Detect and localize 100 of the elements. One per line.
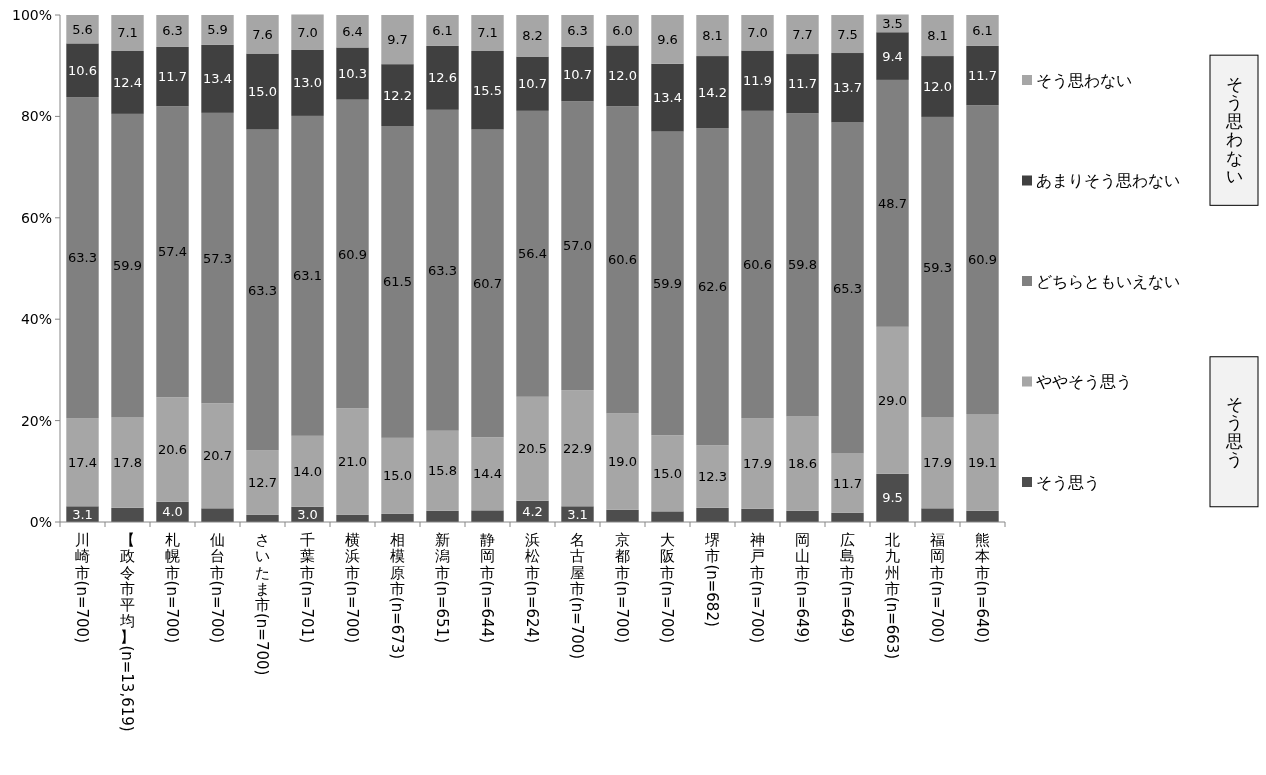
bar bbox=[426, 510, 459, 522]
data-label: 57.4 bbox=[158, 244, 187, 260]
x-tick-label: 新潟市(n=651) bbox=[432, 531, 451, 643]
data-label: 17.9 bbox=[743, 455, 772, 471]
x-tick-label: 相模原市(n=673) bbox=[387, 531, 406, 660]
bar bbox=[156, 397, 189, 502]
data-label: 10.3 bbox=[338, 66, 367, 82]
data-label: 7.1 bbox=[477, 25, 498, 41]
bar bbox=[336, 99, 369, 409]
data-label: 60.7 bbox=[473, 275, 502, 291]
data-label: 5.6 bbox=[72, 21, 93, 37]
data-label: 7.5 bbox=[837, 26, 858, 42]
bar bbox=[876, 473, 909, 522]
legend-label: そう思わない bbox=[1036, 70, 1132, 90]
bar bbox=[156, 46, 189, 107]
data-label: 22.9 bbox=[563, 440, 592, 456]
bar bbox=[381, 64, 414, 127]
bar bbox=[201, 15, 234, 45]
data-label: 9.4 bbox=[882, 48, 903, 64]
data-label: 5.9 bbox=[207, 22, 228, 38]
data-label: 9.6 bbox=[657, 31, 678, 47]
x-tick-label: 福岡市(n=700) bbox=[927, 531, 946, 643]
data-label: 60.6 bbox=[743, 256, 772, 272]
bar bbox=[246, 15, 279, 54]
data-label: 4.0 bbox=[162, 504, 183, 520]
x-tick-label: 川崎市(n=700) bbox=[72, 531, 91, 643]
legend-label: そう思う bbox=[1036, 472, 1100, 492]
x-tick-label: 熊本市(n=640) bbox=[972, 531, 991, 643]
bar bbox=[651, 511, 684, 522]
data-label: 59.9 bbox=[653, 275, 682, 291]
bar bbox=[741, 418, 774, 509]
bar bbox=[876, 32, 909, 80]
data-label: 20.5 bbox=[518, 441, 547, 457]
data-label: 11.7 bbox=[158, 69, 187, 85]
legend-label: ややそう思う bbox=[1036, 372, 1132, 391]
bar bbox=[336, 408, 369, 515]
bar bbox=[831, 15, 864, 54]
data-label: 12.4 bbox=[113, 74, 142, 90]
data-label: 3.1 bbox=[72, 506, 93, 522]
data-label: 7.0 bbox=[297, 24, 318, 40]
bar bbox=[471, 15, 504, 51]
bar bbox=[786, 113, 819, 417]
bar bbox=[786, 510, 819, 522]
data-label: 19.0 bbox=[608, 454, 637, 470]
data-label: 63.3 bbox=[248, 282, 277, 298]
bar bbox=[111, 51, 144, 114]
bar bbox=[156, 15, 189, 47]
bar bbox=[426, 15, 459, 46]
y-tick-label: 100% bbox=[11, 7, 52, 23]
x-tick-label: 広島市(n=649) bbox=[837, 531, 856, 643]
data-label: 62.6 bbox=[698, 279, 727, 295]
x-tick-label: 大阪市(n=700) bbox=[657, 531, 676, 643]
data-label: 8.1 bbox=[927, 28, 948, 44]
bar bbox=[561, 15, 594, 47]
bar bbox=[696, 445, 729, 508]
data-label: 13.4 bbox=[203, 71, 232, 87]
x-tick-label: 横浜市(n=700) bbox=[342, 531, 361, 643]
data-label: 8.1 bbox=[702, 28, 723, 44]
annotation: そう思う bbox=[1209, 356, 1259, 508]
bar bbox=[516, 56, 549, 111]
bar bbox=[696, 128, 729, 446]
bar bbox=[201, 403, 234, 509]
data-label: 6.0 bbox=[612, 22, 633, 38]
bar bbox=[606, 45, 639, 107]
bar bbox=[516, 396, 549, 501]
data-label: 59.3 bbox=[923, 259, 952, 275]
bar bbox=[786, 54, 819, 114]
data-label: 3.5 bbox=[882, 15, 903, 31]
x-tick-label: 京都市(n=700) bbox=[612, 531, 631, 643]
bar bbox=[66, 97, 99, 419]
data-label: 11.7 bbox=[968, 68, 997, 84]
data-label: 12.0 bbox=[608, 68, 637, 84]
bar bbox=[651, 131, 684, 436]
bar bbox=[471, 129, 504, 438]
bar bbox=[201, 44, 234, 113]
data-label: 21.0 bbox=[338, 454, 367, 470]
data-label: 63.3 bbox=[428, 262, 457, 278]
bar bbox=[291, 14, 324, 50]
y-tick-label: 20% bbox=[20, 412, 52, 429]
bar bbox=[246, 129, 279, 451]
bar bbox=[741, 15, 774, 51]
bar bbox=[381, 126, 414, 438]
bar bbox=[201, 112, 234, 404]
data-label: 6.1 bbox=[432, 22, 453, 38]
bar bbox=[201, 508, 234, 522]
bar bbox=[291, 435, 324, 507]
bar bbox=[921, 56, 954, 117]
x-tick-label: 岡山市(n=649) bbox=[792, 531, 811, 643]
x-tick-label: 浜松市(n=624) bbox=[522, 531, 541, 643]
bar bbox=[471, 51, 504, 130]
data-label: 29.0 bbox=[878, 392, 907, 408]
bar bbox=[426, 430, 459, 511]
data-label: 48.7 bbox=[878, 195, 907, 211]
y-tick-label: 80% bbox=[20, 108, 52, 125]
x-tick-label: 札幌市(n=700) bbox=[162, 531, 181, 643]
data-label: 7.1 bbox=[117, 25, 138, 41]
bar bbox=[156, 106, 189, 398]
data-label: 12.0 bbox=[923, 78, 952, 94]
data-label: 59.8 bbox=[788, 257, 817, 273]
bar bbox=[561, 390, 594, 507]
